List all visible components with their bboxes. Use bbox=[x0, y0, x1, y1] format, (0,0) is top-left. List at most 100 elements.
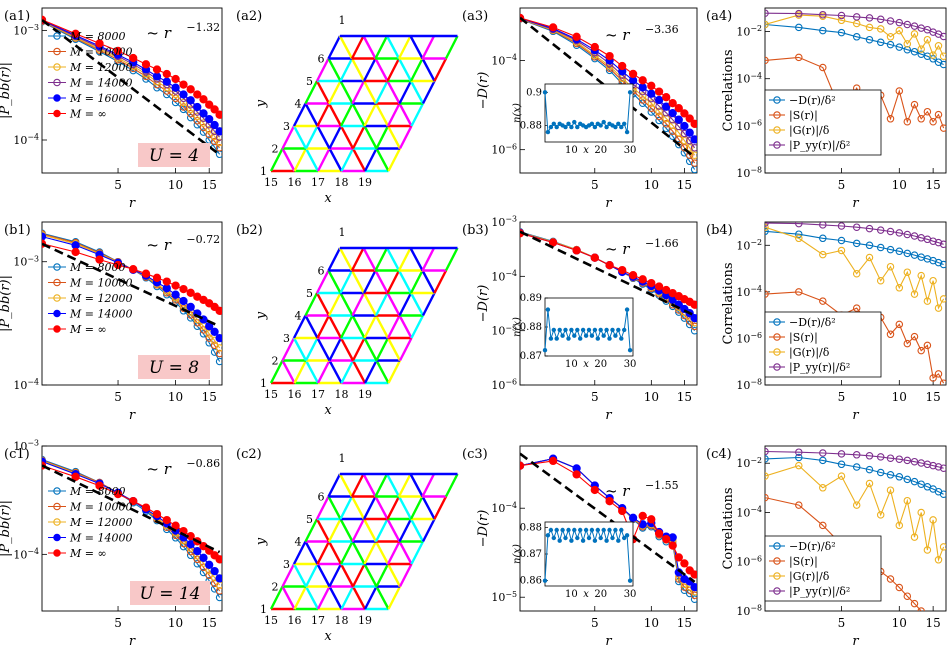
lattice-bond bbox=[339, 80, 354, 105]
lattice-bond bbox=[363, 540, 378, 565]
data-point bbox=[193, 102, 202, 112]
legend-label: M = 8000 bbox=[69, 30, 125, 43]
inset-point bbox=[583, 333, 589, 338]
data-layer bbox=[520, 13, 697, 173]
data-point bbox=[186, 105, 195, 114]
data-point bbox=[903, 45, 912, 54]
data-point bbox=[655, 112, 663, 121]
lattice-y-tick: 5 bbox=[306, 287, 313, 300]
lattice-bond bbox=[304, 337, 319, 362]
data-point bbox=[852, 463, 861, 471]
y-axis-label: −D(r) bbox=[476, 285, 491, 323]
inset-point bbox=[557, 538, 562, 543]
data-point bbox=[819, 10, 827, 19]
lattice-bond bbox=[327, 102, 343, 127]
lattice-bond bbox=[327, 247, 342, 272]
data-point bbox=[618, 506, 627, 516]
x-axis-label: r bbox=[605, 634, 612, 647]
data-point bbox=[819, 521, 827, 530]
panel-tag: (c3) bbox=[462, 447, 488, 462]
data-point bbox=[186, 302, 195, 312]
inset-point bbox=[595, 336, 600, 341]
data-point bbox=[179, 284, 188, 294]
data-point bbox=[910, 599, 919, 608]
data-point bbox=[886, 115, 895, 123]
data-point bbox=[129, 496, 138, 506]
lattice-bond bbox=[444, 473, 459, 498]
data-point bbox=[618, 61, 627, 71]
data-point bbox=[910, 533, 919, 541]
data-point bbox=[929, 374, 937, 382]
data-point bbox=[647, 99, 656, 107]
lattice-bond bbox=[327, 314, 343, 339]
legend-marker bbox=[53, 294, 61, 302]
data-point bbox=[199, 95, 208, 104]
data-point bbox=[668, 541, 677, 550]
data-point bbox=[152, 273, 162, 282]
data-point bbox=[939, 260, 946, 269]
lattice-y-label: y bbox=[254, 311, 269, 320]
x-tick-label: 10 bbox=[644, 616, 659, 630]
panel-tag: (b1) bbox=[4, 223, 31, 238]
data-point bbox=[71, 241, 80, 250]
series-line bbox=[42, 236, 221, 339]
data-point bbox=[205, 126, 213, 134]
data-point bbox=[193, 547, 202, 556]
lattice-bond bbox=[387, 359, 402, 384]
inset-y-label: n(x) bbox=[512, 103, 523, 123]
lattice-bond bbox=[387, 147, 402, 172]
lattice-bond bbox=[281, 563, 296, 588]
data-point bbox=[674, 553, 683, 562]
lattice-bond bbox=[410, 314, 425, 339]
lattice-bond bbox=[351, 292, 366, 317]
data-point bbox=[647, 515, 656, 524]
lattice-bond bbox=[315, 292, 331, 317]
legend-label: |S(r)| bbox=[789, 331, 818, 345]
lattice-bond bbox=[386, 292, 401, 317]
lattice-y-tick: 3 bbox=[283, 120, 290, 133]
inset-x-tick-label: 10 bbox=[565, 589, 578, 600]
inset-point bbox=[595, 527, 600, 533]
lattice-bond bbox=[375, 359, 390, 384]
x-axis-label: r bbox=[852, 634, 859, 647]
inset-y-label: n(x) bbox=[512, 544, 523, 564]
data-point bbox=[765, 493, 769, 502]
x-tick-label: 10 bbox=[892, 178, 907, 192]
legend-label: M = 12000 bbox=[69, 61, 132, 74]
legend-marker bbox=[773, 572, 781, 580]
inset-point bbox=[563, 124, 568, 130]
data-point bbox=[95, 39, 104, 48]
u-badge bbox=[138, 355, 210, 379]
legend-label: M = 8000 bbox=[69, 485, 125, 498]
lattice-bond bbox=[386, 57, 401, 82]
inset-point bbox=[598, 535, 603, 541]
inset-point bbox=[589, 527, 595, 533]
data-point bbox=[690, 151, 697, 159]
legend-label: M = 8000 bbox=[69, 261, 125, 274]
fit-annotation: ~ r bbox=[605, 26, 630, 44]
legend-box bbox=[764, 89, 882, 156]
lattice-x-tick: 16 bbox=[288, 176, 302, 189]
x-tick-label: 5 bbox=[591, 616, 599, 630]
data-point bbox=[939, 32, 946, 41]
lattice-bond bbox=[351, 314, 366, 339]
lattice-bond bbox=[362, 80, 378, 105]
data-point bbox=[886, 471, 895, 479]
y-tick-label: 10−4 bbox=[736, 505, 762, 519]
lattice-bond bbox=[397, 473, 412, 498]
lattice-x-tick: 16 bbox=[288, 388, 302, 401]
lattice-bond bbox=[292, 337, 308, 362]
lattice-bond bbox=[410, 102, 425, 127]
inset-point bbox=[624, 533, 630, 538]
series-line bbox=[520, 17, 696, 140]
data-point bbox=[795, 453, 803, 462]
inset-point bbox=[569, 327, 574, 333]
data-point bbox=[654, 529, 664, 538]
data-point bbox=[210, 137, 219, 146]
inset-point bbox=[578, 336, 583, 341]
x-tick-label: 10 bbox=[168, 390, 183, 404]
lattice-bond bbox=[374, 314, 390, 339]
inset-x-label: x bbox=[583, 145, 589, 156]
x-tick-label: 15 bbox=[925, 390, 940, 404]
power-law-fit bbox=[42, 464, 221, 554]
